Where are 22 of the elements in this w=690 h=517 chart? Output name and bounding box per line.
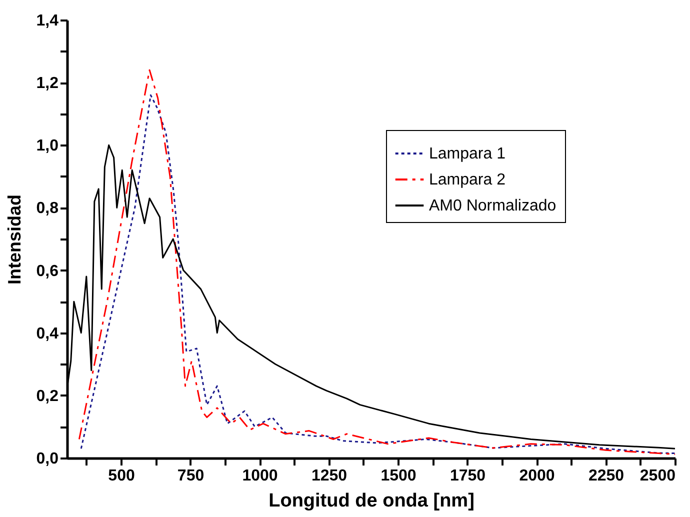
y-tick-label: 0,8 (36, 200, 59, 218)
x-tick-label: 750 (177, 468, 204, 484)
y-tick-label: 0,4 (36, 325, 59, 342)
y-tick-label: 0,0 (36, 450, 59, 468)
x-tick-label: 2000 (519, 468, 555, 484)
legend-label: Lampara 1 (429, 146, 506, 162)
x-tick-label: 1250 (311, 468, 348, 484)
x-tick-label: 2500 (640, 468, 676, 484)
x-tick-label: 1750 (450, 468, 486, 484)
x-tick-label: 1000 (242, 468, 278, 484)
y-axis-title: Intensidad (4, 194, 24, 285)
x-tick-label: 500 (108, 468, 135, 484)
y-tick-label: 1,4 (36, 12, 59, 30)
y-tick-label: 1,0 (36, 138, 59, 155)
y-tick-label: 0,2 (36, 388, 59, 405)
legend-label: Lampara 2 (429, 172, 506, 188)
y-tick-label: 1,2 (36, 75, 59, 92)
x-tick-label: 2250 (588, 468, 624, 484)
legend-label: AM0 Normalizado (429, 198, 556, 214)
y-tick-label: 0,6 (36, 262, 59, 280)
x-tick-label: 1500 (380, 468, 416, 484)
x-axis-title: Longitud de onda [nm] (268, 490, 474, 512)
